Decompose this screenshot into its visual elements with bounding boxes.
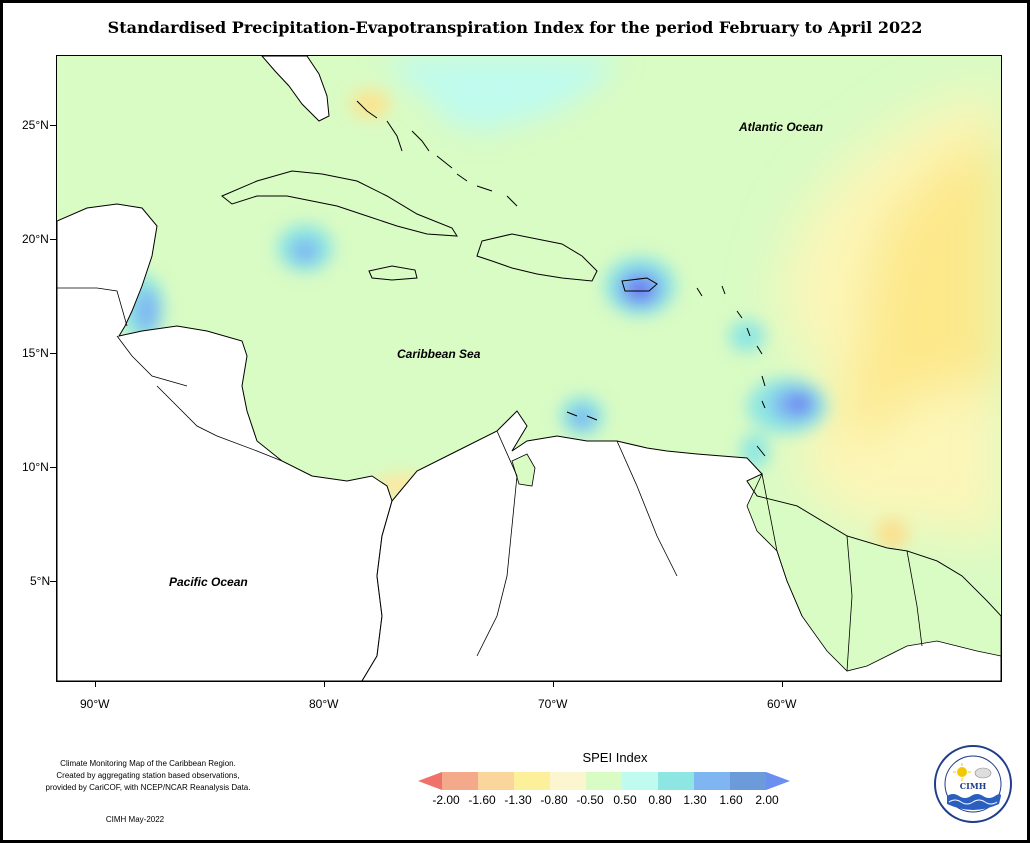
legend-break: 2.00 (755, 793, 779, 807)
legend-labels: -2.00 -1.60 -1.30 -0.80 -0.50 0.50 0.80 … (425, 793, 785, 809)
legend-break: -0.80 (540, 793, 568, 807)
field-dry-east (777, 86, 1001, 546)
credit-line: Climate Monitoring Map of the Caribbean … (60, 759, 236, 768)
legend-break: -2.00 (432, 793, 460, 807)
lat-label-10n: 10°N (22, 460, 49, 474)
credit-line: Created by aggregating station based obs… (56, 771, 240, 780)
legend-break: 1.30 (683, 793, 707, 807)
map-title: Standardised Precipitation-Evapotranspir… (107, 18, 923, 37)
lon-label-90w: 90°W (80, 697, 110, 711)
label-atlantic-ocean: Atlantic Ocean (739, 120, 824, 134)
lon-tick (95, 681, 96, 687)
lon-label-70w: 70°W (538, 697, 568, 711)
island-outlines (221, 100, 766, 457)
legend-swatch (442, 772, 478, 790)
legend-swatch (766, 772, 790, 790)
legend-break: -1.60 (468, 793, 496, 807)
legend-swatch (730, 772, 766, 790)
credit-text: Climate Monitoring Map of the Caribbean … (18, 758, 278, 794)
lon-label-60w: 60°W (767, 697, 797, 711)
spei-map: Atlantic Ocean Caribbean Sea Pacific Oce… (56, 55, 1002, 682)
legend-break: 1.60 (719, 793, 743, 807)
lon-label-80w: 80°W (309, 697, 339, 711)
lat-label-5n: 5°N (30, 574, 51, 588)
lat-tick (50, 581, 56, 582)
legend-title: SPEI Index (582, 750, 648, 765)
lat-tick (50, 353, 56, 354)
lon-tick (324, 681, 325, 687)
cimh-logo: CIMH (934, 745, 1012, 823)
legend-swatch (658, 772, 694, 790)
lat-tick (50, 239, 56, 240)
lat-label-25n: 25°N (22, 118, 49, 132)
map-canvas (57, 56, 1001, 681)
legend-colorbar (418, 772, 790, 790)
logo-text: CIMH (960, 781, 987, 791)
label-caribbean-sea: Caribbean Sea (397, 347, 481, 361)
legend-swatch (622, 772, 658, 790)
field-wet-north (387, 56, 617, 131)
legend-swatch (418, 772, 442, 790)
lon-tick (553, 681, 554, 687)
legend-swatch (694, 772, 730, 790)
credit-date: CIMH May-2022 (105, 815, 165, 824)
legend-swatch (514, 772, 550, 790)
lat-tick (50, 125, 56, 126)
legend-swatch (586, 772, 622, 790)
lat-label-15n: 15°N (22, 346, 49, 360)
lat-label-20n: 20°N (22, 232, 49, 246)
legend-break: 0.50 (613, 793, 637, 807)
land-masks (57, 56, 1001, 681)
lat-tick (50, 467, 56, 468)
wave-icon (947, 794, 1001, 810)
sun-icon (957, 767, 967, 777)
legend-break: 0.80 (648, 793, 672, 807)
legend-swatch (478, 772, 514, 790)
cloud-icon (974, 767, 992, 779)
lon-tick (782, 681, 783, 687)
legend-swatch (550, 772, 586, 790)
country-borders (57, 287, 923, 672)
label-pacific-ocean: Pacific Ocean (169, 575, 248, 589)
credit-line: provided by CariCOF, with NCEP/NCAR Rean… (45, 783, 251, 792)
legend-break: -0.50 (576, 793, 604, 807)
legend-break: -1.30 (504, 793, 532, 807)
